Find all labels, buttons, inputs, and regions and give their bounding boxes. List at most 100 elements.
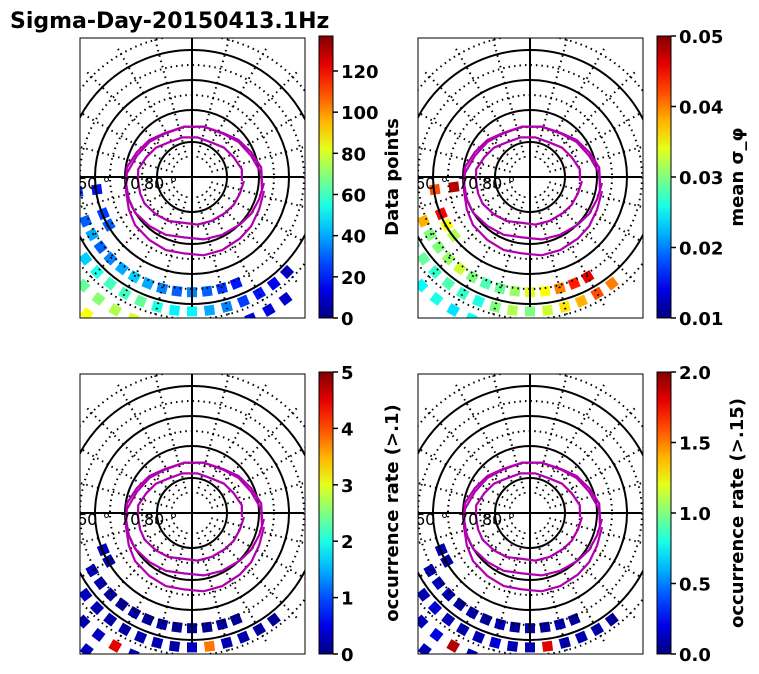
- heatmap-cell: [452, 597, 467, 612]
- heatmap-cell: [558, 636, 571, 649]
- oval-boundary-contour: [462, 125, 604, 257]
- heatmap-cell: [484, 655, 496, 667]
- heatmap-cell: [63, 599, 77, 613]
- figure-title: Sigma-Day-20150413.1Hz: [10, 9, 329, 34]
- colorbar-tick-label: 1.5: [679, 434, 711, 455]
- heatmap-cell: [108, 639, 123, 653]
- heatmap-cell: [429, 627, 444, 642]
- heatmap-cell: [472, 630, 486, 644]
- colorbar: [318, 371, 334, 655]
- lat-label: 70 °: [120, 510, 153, 529]
- heatmap-cell: [93, 576, 108, 591]
- heatmap-cell: [151, 636, 164, 649]
- colorbar-tick-label: 4: [341, 419, 354, 440]
- heatmap-cell: [525, 662, 535, 672]
- heatmap-cell: [187, 306, 197, 317]
- heatmap-cell: [127, 269, 142, 284]
- heatmap-cell: [567, 276, 581, 290]
- heatmap-cell: [564, 319, 576, 331]
- colorbar-tick-label: 1.0: [679, 504, 711, 525]
- heatmap-cell: [103, 612, 118, 627]
- colorbar-tick-label: 2.0: [679, 363, 711, 384]
- axes-frame: [417, 37, 644, 319]
- colorbar-tick-label: 40: [341, 227, 366, 248]
- heatmap-cell: [134, 294, 148, 308]
- heatmap-cell: [604, 612, 619, 627]
- colorbar: [656, 35, 672, 319]
- heatmap-cell: [590, 286, 605, 301]
- heatmap-cell: [236, 630, 250, 644]
- heatmap-cell: [80, 643, 94, 654]
- heatmap-cell: [479, 612, 493, 626]
- heatmap-cell: [418, 614, 429, 629]
- heatmap-cell: [168, 304, 181, 316]
- heatmap-cell: [509, 285, 521, 297]
- heatmap-cell: [141, 612, 155, 626]
- heatmap-cell: [553, 282, 566, 295]
- heatmap-cell: [236, 294, 250, 308]
- heatmap-cell: [452, 261, 467, 276]
- meridian-dotted: [211, 517, 305, 545]
- heatmap-cell: [401, 263, 415, 277]
- oval-boundary-contour: [474, 136, 584, 226]
- heatmap-cell: [489, 636, 502, 649]
- heatmap-cell: [455, 286, 470, 301]
- colorbar-label: mean σ_φ: [727, 127, 748, 226]
- heatmap-cell: [187, 662, 197, 672]
- lat-label: 60 °: [415, 174, 448, 193]
- heatmap-cell: [574, 294, 588, 308]
- oval-boundary-contour: [474, 472, 584, 562]
- heatmap-cell: [114, 597, 129, 612]
- heatmap-cell: [494, 618, 507, 631]
- colorbar-tick-label: 100: [341, 103, 379, 124]
- heatmap-cell: [429, 291, 444, 306]
- heatmap-cell: [448, 181, 460, 193]
- lat-label: 80 °: [482, 174, 515, 193]
- colorbar-tick-label: 0.03: [679, 168, 723, 189]
- heatmap-cell: [229, 612, 243, 626]
- heatmap-cell: [80, 186, 84, 198]
- heatmap-cell: [80, 614, 91, 629]
- oval-boundary-contour: [124, 461, 266, 593]
- heatmap-cell: [494, 282, 507, 295]
- heatmap-cell: [427, 600, 443, 616]
- panel-bottom-right: 60 ° 70 °80 ° 0.0 0.5 1.0 1.5 2.0 occurrence ra…: [417, 363, 748, 672]
- heatmap-cell: [63, 263, 77, 277]
- heatmap-cell: [544, 324, 555, 335]
- heatmap-cell: [220, 636, 233, 649]
- heatmap-cell: [479, 338, 491, 350]
- heatmap-cell: [472, 294, 486, 308]
- heatmap-cell: [489, 300, 502, 313]
- heatmap-cell: [171, 621, 183, 633]
- lat-label: 70 °: [120, 174, 153, 193]
- heatmap-cell: [278, 291, 293, 306]
- lat-label: 60 °: [77, 510, 110, 529]
- heatmap-cell: [266, 276, 281, 291]
- heatmap-cell: [80, 214, 93, 228]
- heatmap-cell: [604, 276, 619, 291]
- heatmap-cell: [427, 264, 443, 280]
- heatmap-cell: [479, 276, 493, 290]
- heatmap-cell: [187, 642, 197, 653]
- colorbar: [656, 371, 672, 655]
- colorbar-tick-label: 0: [341, 645, 354, 666]
- heatmap-cell: [141, 276, 155, 290]
- heatmap-cell: [114, 261, 129, 276]
- heatmap-cell: [80, 307, 94, 318]
- colorbar-tick-label: 60: [341, 185, 366, 206]
- heatmap-cell: [509, 621, 521, 633]
- heatmap-cell: [539, 621, 551, 633]
- heatmap-cell: [220, 300, 233, 313]
- heatmap-cell: [504, 660, 515, 671]
- heatmap-cell: [80, 251, 93, 266]
- heatmap-cell: [91, 627, 106, 642]
- lat-label: 60 °: [77, 174, 110, 193]
- heatmap-cell: [166, 324, 177, 335]
- heatmap-cell: [261, 303, 276, 317]
- heatmap-cell: [226, 319, 238, 331]
- heatmap-cell: [201, 621, 213, 633]
- heatmap-cell: [541, 640, 554, 652]
- axes-frame: [79, 373, 306, 655]
- heatmap-cell: [117, 286, 132, 301]
- heatmap-cell: [215, 282, 228, 295]
